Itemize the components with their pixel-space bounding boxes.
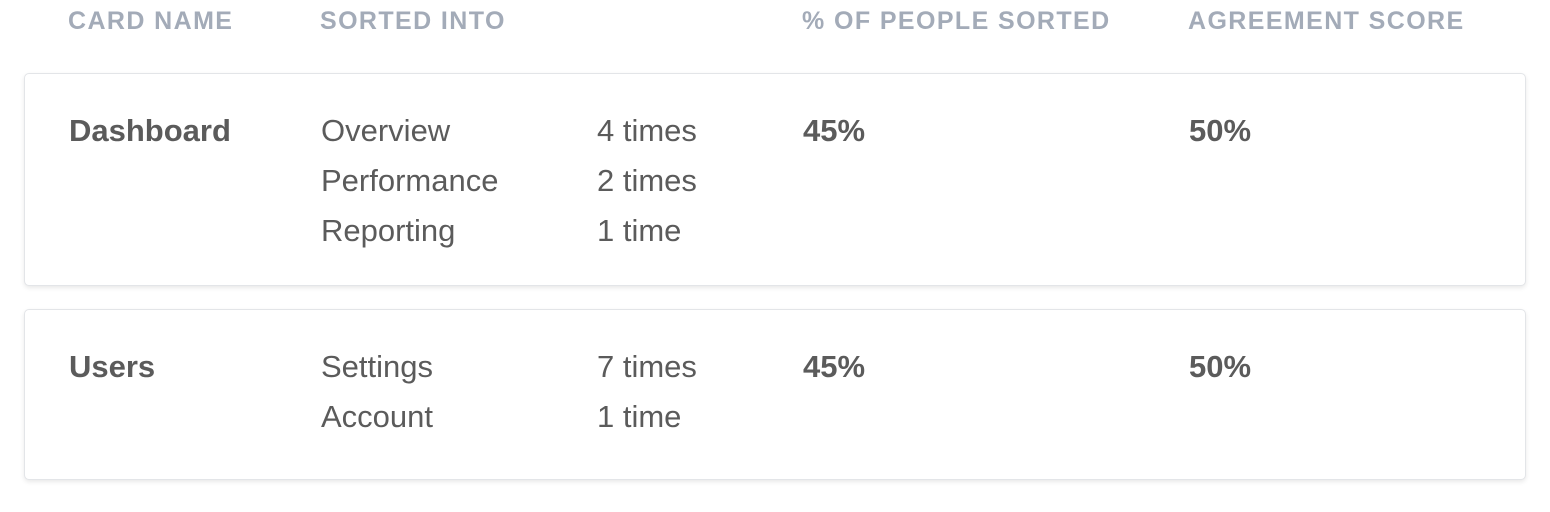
category-count: 4 times — [597, 113, 697, 148]
table-header: CARD NAME SORTED INTO % OF PEOPLE SORTED… — [0, 6, 1550, 36]
sorted-into-counts: 7 times 1 time — [597, 342, 697, 442]
category-label: Performance — [321, 163, 499, 198]
column-header-percent-sorted[interactable]: % OF PEOPLE SORTED — [802, 7, 1111, 35]
percent-sorted-value: 45% — [803, 113, 866, 148]
card-row-dashboard[interactable]: Dashboard Overview Performance Reporting… — [24, 73, 1526, 286]
column-header-agreement-score[interactable]: AGREEMENT SCORE — [1188, 7, 1465, 35]
card-name: Users — [69, 349, 156, 384]
category-label: Settings — [321, 349, 434, 384]
category-count: 7 times — [597, 349, 697, 384]
category-label: Overview — [321, 113, 451, 148]
sorted-into-categories: Overview Performance Reporting — [321, 106, 498, 256]
column-header-sorted-into[interactable]: SORTED INTO — [320, 7, 506, 35]
sorted-into-categories: Settings Account — [321, 342, 433, 442]
category-count: 1 time — [597, 213, 682, 248]
column-header-card-name[interactable]: CARD NAME — [68, 7, 234, 35]
card-row-users[interactable]: Users Settings Account 7 times 1 time 45… — [24, 309, 1526, 480]
category-label: Account — [321, 399, 434, 434]
sorted-into-counts: 4 times 2 times 1 time — [597, 106, 697, 256]
percent-sorted-value: 45% — [803, 349, 866, 384]
agreement-score-value: 50% — [1189, 349, 1252, 384]
category-count: 2 times — [597, 163, 697, 198]
category-label: Reporting — [321, 213, 456, 248]
agreement-score-value: 50% — [1189, 113, 1252, 148]
card-name: Dashboard — [69, 113, 231, 148]
category-count: 1 time — [597, 399, 682, 434]
